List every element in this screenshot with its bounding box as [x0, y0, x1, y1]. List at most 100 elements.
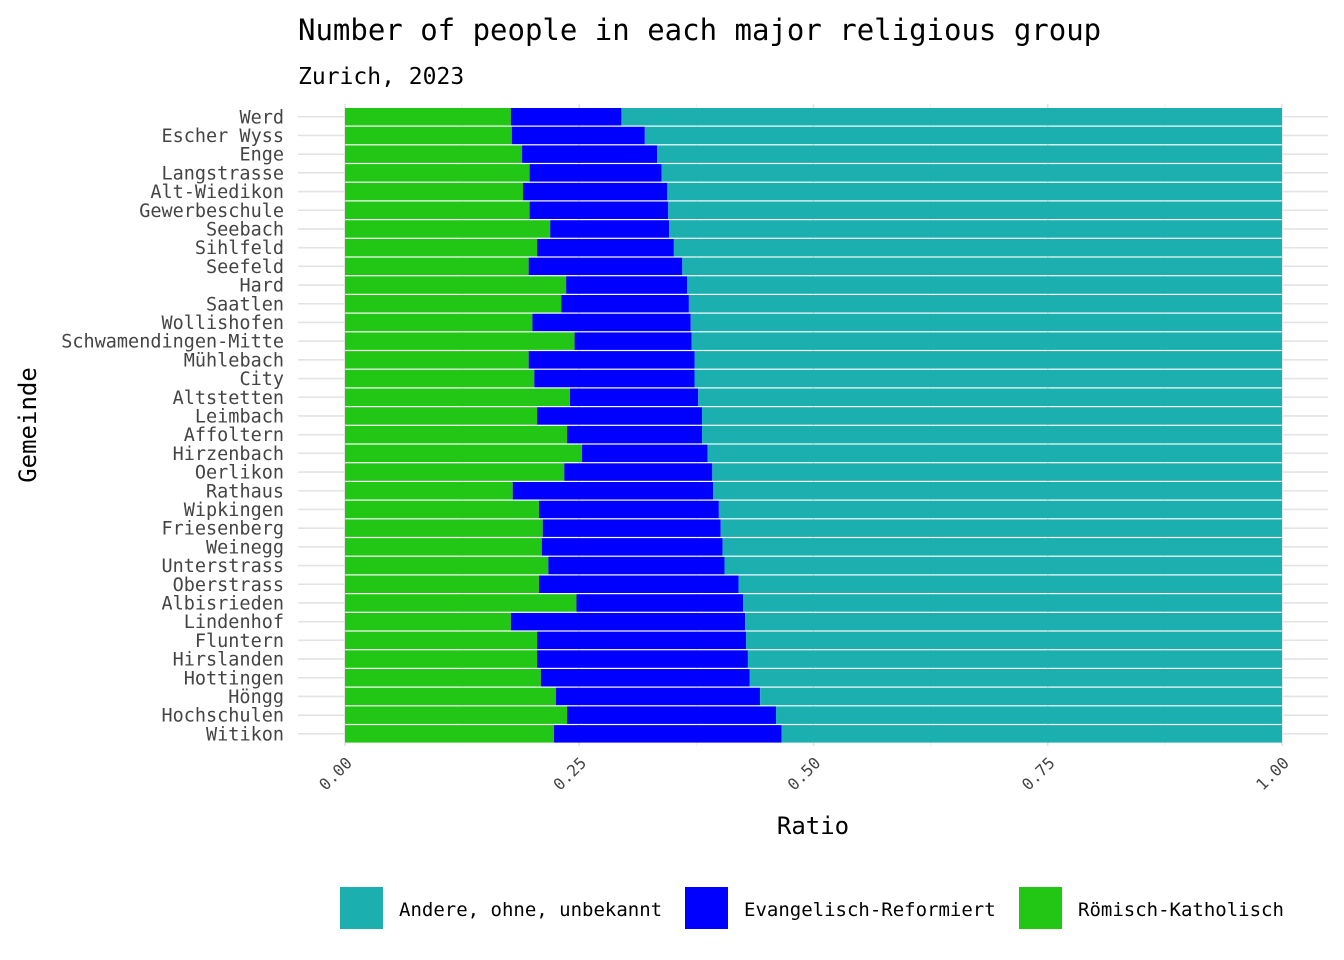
bar-segment [555, 687, 761, 706]
y-tick-label: Hard [239, 276, 284, 297]
legend-swatch [685, 887, 728, 929]
y-tick-label: Witikon [206, 724, 284, 745]
bar-segment [345, 519, 543, 537]
bar-segment [548, 556, 725, 575]
legend-label: Evangelisch-Reformiert [744, 899, 996, 921]
y-tick-label: Gewerbeschule [139, 201, 284, 222]
x-tick-label: 1.00 [1252, 753, 1293, 794]
bar-segment [567, 706, 777, 724]
y-tick-label: Hirslanden [173, 650, 284, 671]
bar-segment [569, 388, 699, 406]
y-tick-label: Fluntern [195, 631, 284, 652]
bar-segment [669, 220, 1282, 238]
bar-segment [523, 182, 668, 201]
y-tick-label: Saatlen [206, 294, 284, 315]
y-tick-label: Alt-Wiedikon [150, 182, 284, 203]
bar-segment [621, 108, 1282, 126]
bar-segment [667, 182, 1282, 201]
bar-segment [566, 276, 688, 294]
bar-segment [561, 295, 689, 313]
bar-segment [345, 425, 568, 444]
x-tick-label: 0.00 [315, 753, 356, 794]
bar-segment [345, 669, 541, 687]
bar-segment [345, 706, 568, 724]
y-tick-label: Albisrieden [161, 593, 284, 614]
bar-segment [512, 482, 714, 500]
y-tick-label: Wipkingen [184, 500, 284, 521]
bar-segment [345, 444, 583, 463]
bar-segment [345, 220, 551, 238]
y-tick-label: Weinegg [206, 537, 284, 558]
bar-segment [345, 725, 554, 743]
bar-segment [538, 500, 719, 519]
bar-segment [529, 201, 669, 219]
bar-segment [743, 594, 1282, 612]
bar-segment [720, 519, 1282, 537]
bar-segment [701, 407, 1282, 425]
bar-segment [345, 650, 538, 668]
bar-segment [345, 126, 512, 145]
bar-segment [574, 332, 692, 350]
bar-segment [694, 351, 1282, 369]
y-tick-label: Höngg [228, 687, 284, 708]
bar-segment [644, 126, 1282, 145]
bar-segment [701, 425, 1282, 444]
legend-label: Römisch-Katholisch [1078, 899, 1284, 921]
y-tick-label: Oerlikon [195, 463, 284, 484]
bar-segment [345, 257, 529, 276]
x-tick-label: 0.75 [1018, 753, 1059, 794]
y-tick-label: Hottingen [184, 668, 284, 689]
bar-segment [345, 631, 538, 650]
bar-segment [345, 594, 577, 612]
bar-segment [747, 650, 1282, 668]
bar-segment [510, 108, 622, 126]
bar-segment [776, 706, 1282, 724]
bar-segment [345, 463, 565, 481]
bar-segment [682, 257, 1282, 276]
bar-segment [691, 332, 1282, 350]
bar-segment [713, 482, 1282, 500]
bar-segment [553, 725, 782, 743]
chart-title: Number of people in each major religious… [298, 13, 1101, 47]
bar-segment [537, 238, 674, 257]
bar-segment [345, 238, 538, 257]
bar-segment [345, 164, 530, 182]
bar-segment [511, 126, 645, 145]
bar-segment [345, 538, 542, 556]
bar-segment [712, 463, 1282, 481]
bar-segment [567, 425, 702, 444]
bar-segment [749, 669, 1282, 687]
bar-segment [345, 295, 562, 313]
bar-segment [564, 463, 713, 481]
legend-swatch [340, 887, 383, 929]
bar-segment [724, 556, 1282, 575]
bar-segment [345, 369, 535, 388]
bar-segment [345, 612, 511, 631]
y-tick-label: Oberstrass [173, 575, 284, 596]
y-tick-label: Leimbach [195, 406, 284, 427]
bar-segment [345, 313, 533, 332]
bar-segment [668, 201, 1282, 219]
bar-segment [657, 145, 1282, 163]
bar-segment [690, 313, 1282, 332]
chart-subtitle: Zurich, 2023 [298, 64, 464, 90]
bar-segment [345, 407, 538, 425]
bar-segment [746, 631, 1282, 650]
bar-segment [707, 444, 1282, 463]
y-tick-label: Seefeld [206, 257, 284, 278]
bar-segment [550, 220, 670, 238]
y-tick-label: Hochschulen [161, 706, 284, 727]
y-tick-label: City [239, 369, 284, 390]
bar-segment [688, 295, 1282, 313]
y-axis-title: Gemeinde [14, 367, 42, 483]
bar-segment [576, 594, 744, 612]
bar-segment [529, 164, 662, 182]
legend-label: Andere, ohne, unbekannt [399, 899, 662, 921]
bar-segment [528, 257, 683, 276]
bar-segment [345, 500, 539, 519]
x-tick-label: 0.50 [784, 753, 825, 794]
bar-segment [345, 145, 523, 163]
bar-segment [345, 575, 539, 593]
bar-segment [538, 575, 739, 593]
